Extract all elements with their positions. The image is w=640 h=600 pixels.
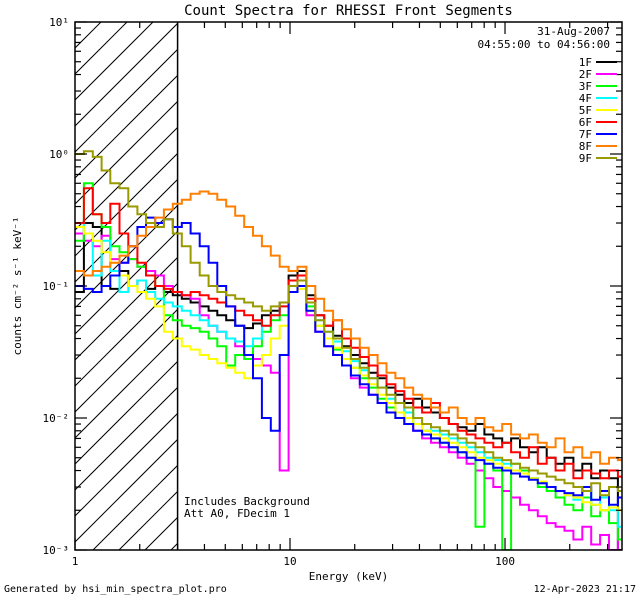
series-9F-curve: [75, 150, 622, 497]
footer-generator-info: Generated by hsi_min_spectra_plot.pro: [4, 584, 227, 595]
y-tick-label: 10⁰: [49, 148, 69, 161]
legend-label-7F: 7F: [579, 128, 592, 141]
legend-label-6F: 6F: [579, 116, 592, 129]
note-attenuator-state: Att A0, FDecim 1: [184, 507, 290, 520]
x-axis-label: Energy (keV): [308, 570, 389, 583]
legend-label-1F: 1F: [579, 56, 592, 69]
y-tick-label: 10⁻²: [43, 412, 70, 425]
chart-title: Count Spectra for RHESSI Front Segments: [184, 3, 513, 19]
x-tick-label: 10: [283, 555, 296, 568]
series-5F-curve: [75, 226, 622, 512]
hatched-low-energy-region: [75, 22, 178, 550]
series-2F-curve: [75, 232, 622, 550]
legend-label-8F: 8F: [579, 140, 592, 153]
observation-time-range: 04:55:00 to 04:56:00: [477, 38, 610, 51]
x-tick-label: 1: [72, 555, 79, 568]
legend-label-5F: 5F: [579, 104, 592, 117]
legend-label-9F: 9F: [579, 152, 592, 165]
y-tick-label: 10⁻¹: [43, 280, 70, 293]
legend-label-3F: 3F: [579, 80, 592, 93]
spectra-series-group: [75, 150, 622, 550]
note-includes-background: Includes Background: [184, 495, 310, 508]
legend-label-2F: 2F: [579, 68, 592, 81]
series-8F-curve: [75, 190, 622, 465]
footer-timestamp: 12-Apr-2023 21:17: [533, 584, 636, 595]
series-3F-curve: [75, 182, 622, 550]
y-axis-label: counts cm⁻² s⁻¹ keV⁻¹: [11, 216, 24, 356]
y-tick-label: 10¹: [49, 16, 69, 29]
legend-label-4F: 4F: [579, 92, 592, 105]
x-tick-label: 100: [495, 555, 515, 568]
observation-date: 31-Aug-2007: [537, 25, 610, 38]
plot-notes: Includes Background Att A0, FDecim 1: [184, 496, 310, 520]
series-6F-curve: [75, 187, 622, 480]
series-1F-curve: [75, 222, 622, 550]
series-7F-curve: [75, 216, 622, 506]
y-tick-label: 10⁻³: [43, 544, 70, 557]
